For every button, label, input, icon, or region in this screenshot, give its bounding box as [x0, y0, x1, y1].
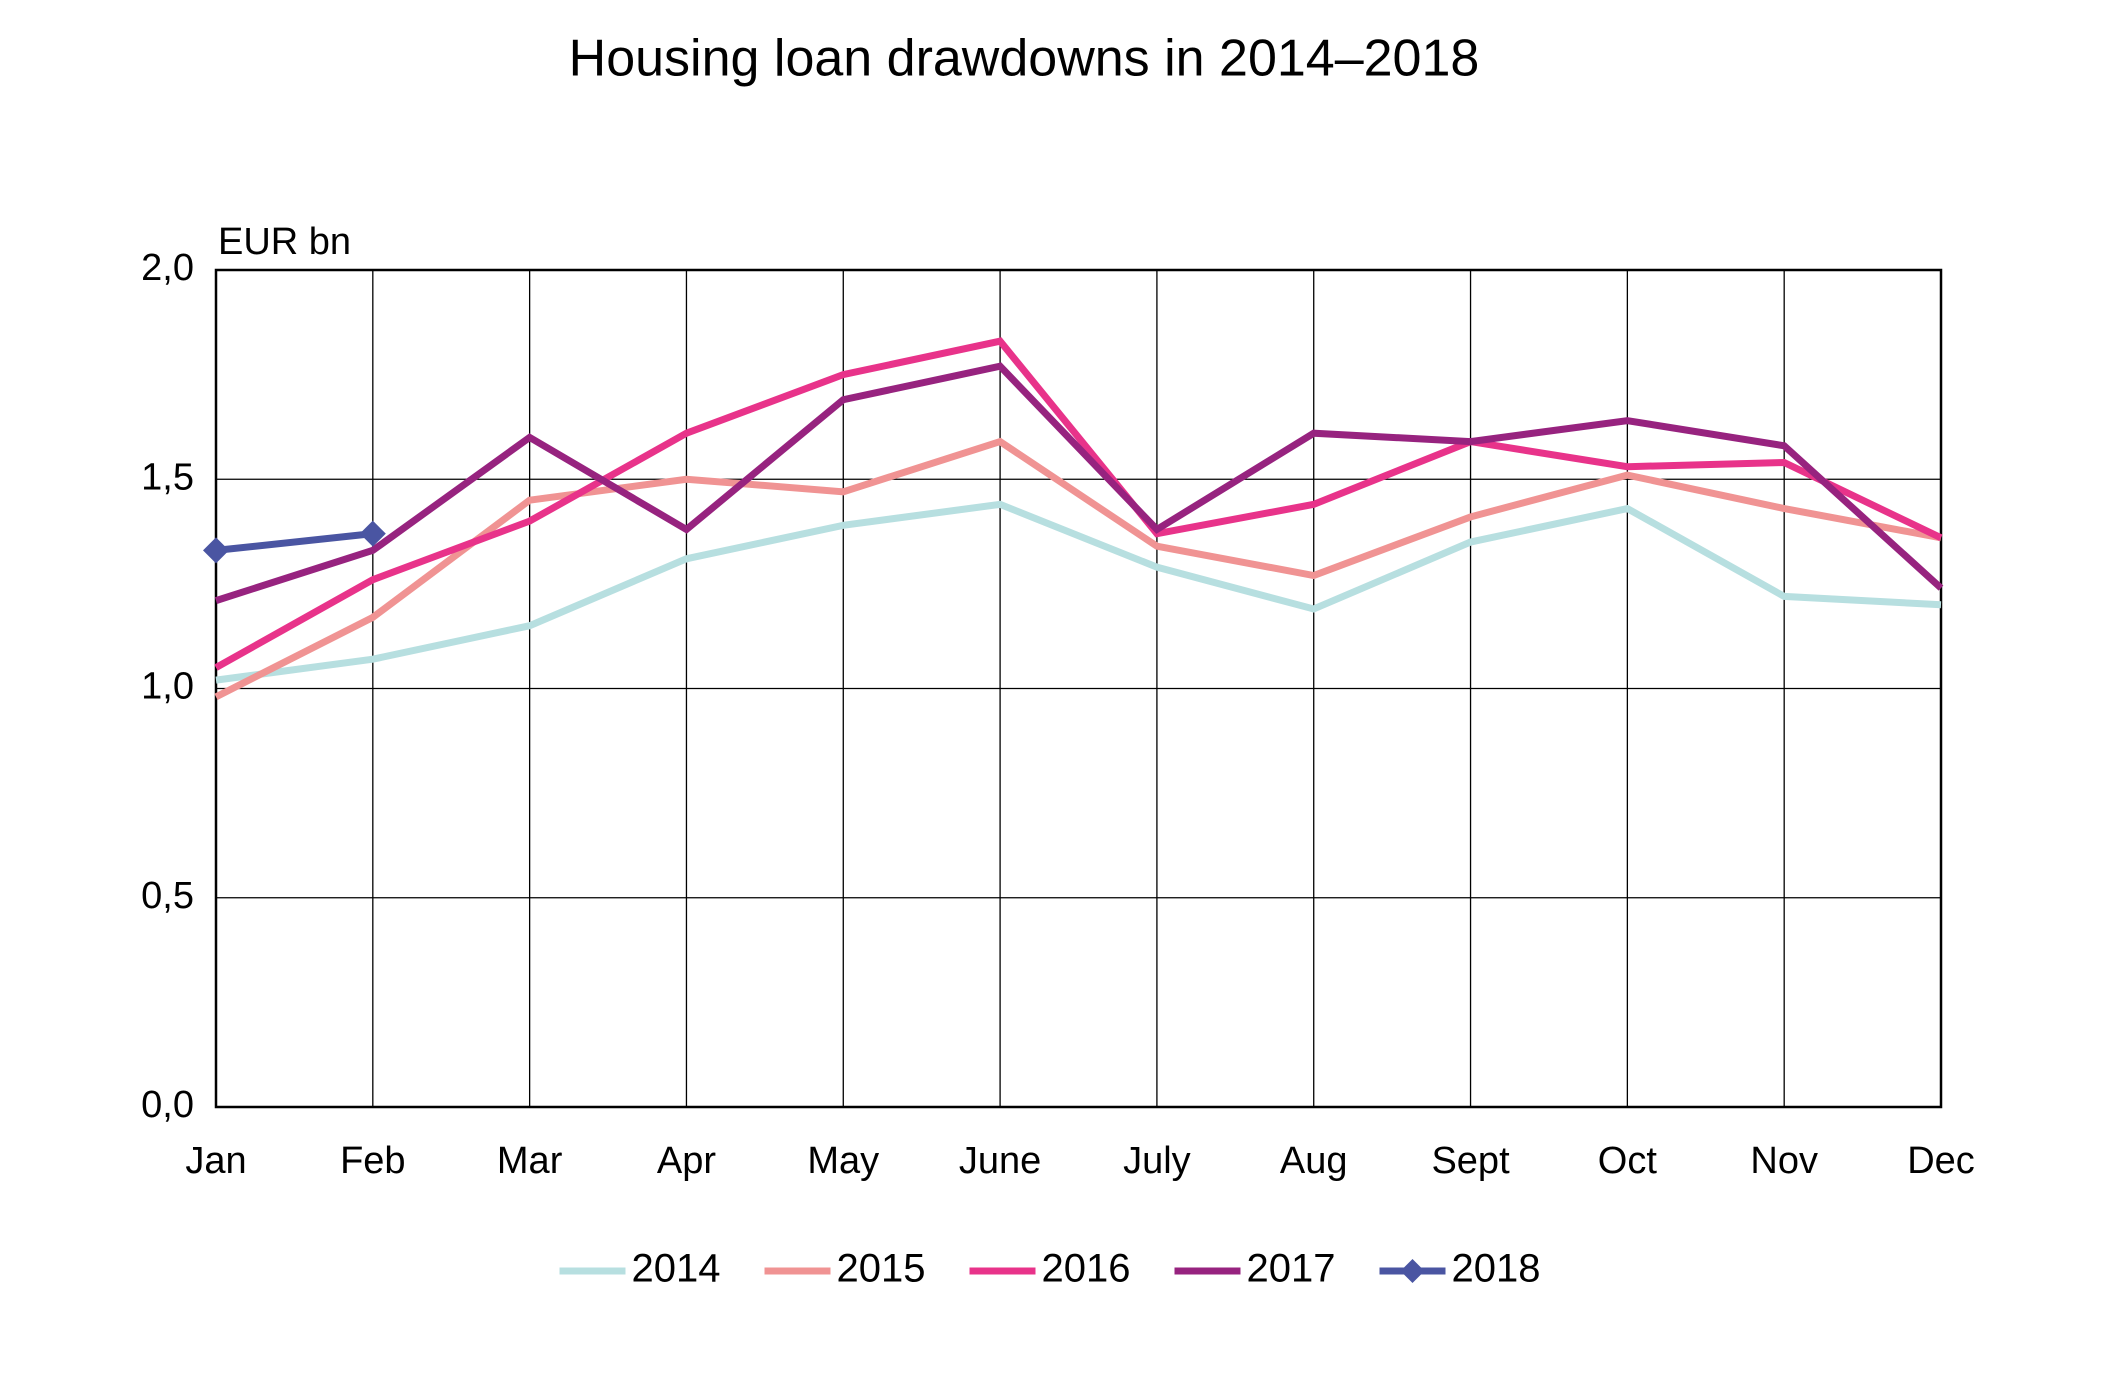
- y-tick-label: 0,5: [141, 875, 194, 917]
- x-tick-label: May: [807, 1140, 879, 1182]
- legend-marker: [1400, 1259, 1425, 1283]
- y-tick-label: 2,0: [141, 247, 194, 289]
- y-tick-label: 1,5: [141, 456, 194, 498]
- legend-label: 2016: [1042, 1247, 1131, 1291]
- legend-label: 2014: [632, 1247, 721, 1291]
- y-tick-label: 1,0: [141, 666, 194, 708]
- x-tick-label: Feb: [340, 1140, 405, 1182]
- x-tick-label: Sept: [1431, 1140, 1510, 1182]
- x-tick-label: Apr: [657, 1140, 716, 1182]
- x-tick-label: Aug: [1280, 1140, 1348, 1182]
- legend-label: 2018: [1452, 1247, 1541, 1291]
- x-tick-label: Jan: [185, 1140, 246, 1182]
- legend-label: 2015: [837, 1247, 926, 1291]
- y-tick-label: 0,0: [141, 1084, 194, 1126]
- x-tick-label: Dec: [1907, 1140, 1975, 1182]
- series-line: [215, 500, 1942, 684]
- plot-frame: [214, 268, 1943, 1109]
- series-line: [214, 337, 1943, 671]
- series-line: [214, 362, 1944, 604]
- series-line: [215, 530, 374, 554]
- y-axis-label: EUR bn: [218, 221, 351, 263]
- x-tick-label: Nov: [1750, 1140, 1818, 1182]
- data-point: [359, 520, 386, 547]
- x-tick-label: June: [959, 1140, 1041, 1182]
- data-point: [203, 537, 229, 564]
- x-tick-label: Mar: [497, 1140, 563, 1182]
- series-line: [214, 437, 1942, 700]
- chart-title: Housing loan drawdowns in 2014–2018: [569, 30, 1480, 88]
- x-tick-label: July: [1123, 1140, 1191, 1182]
- legend-label: 2017: [1247, 1247, 1336, 1291]
- x-tick-label: Oct: [1598, 1140, 1658, 1182]
